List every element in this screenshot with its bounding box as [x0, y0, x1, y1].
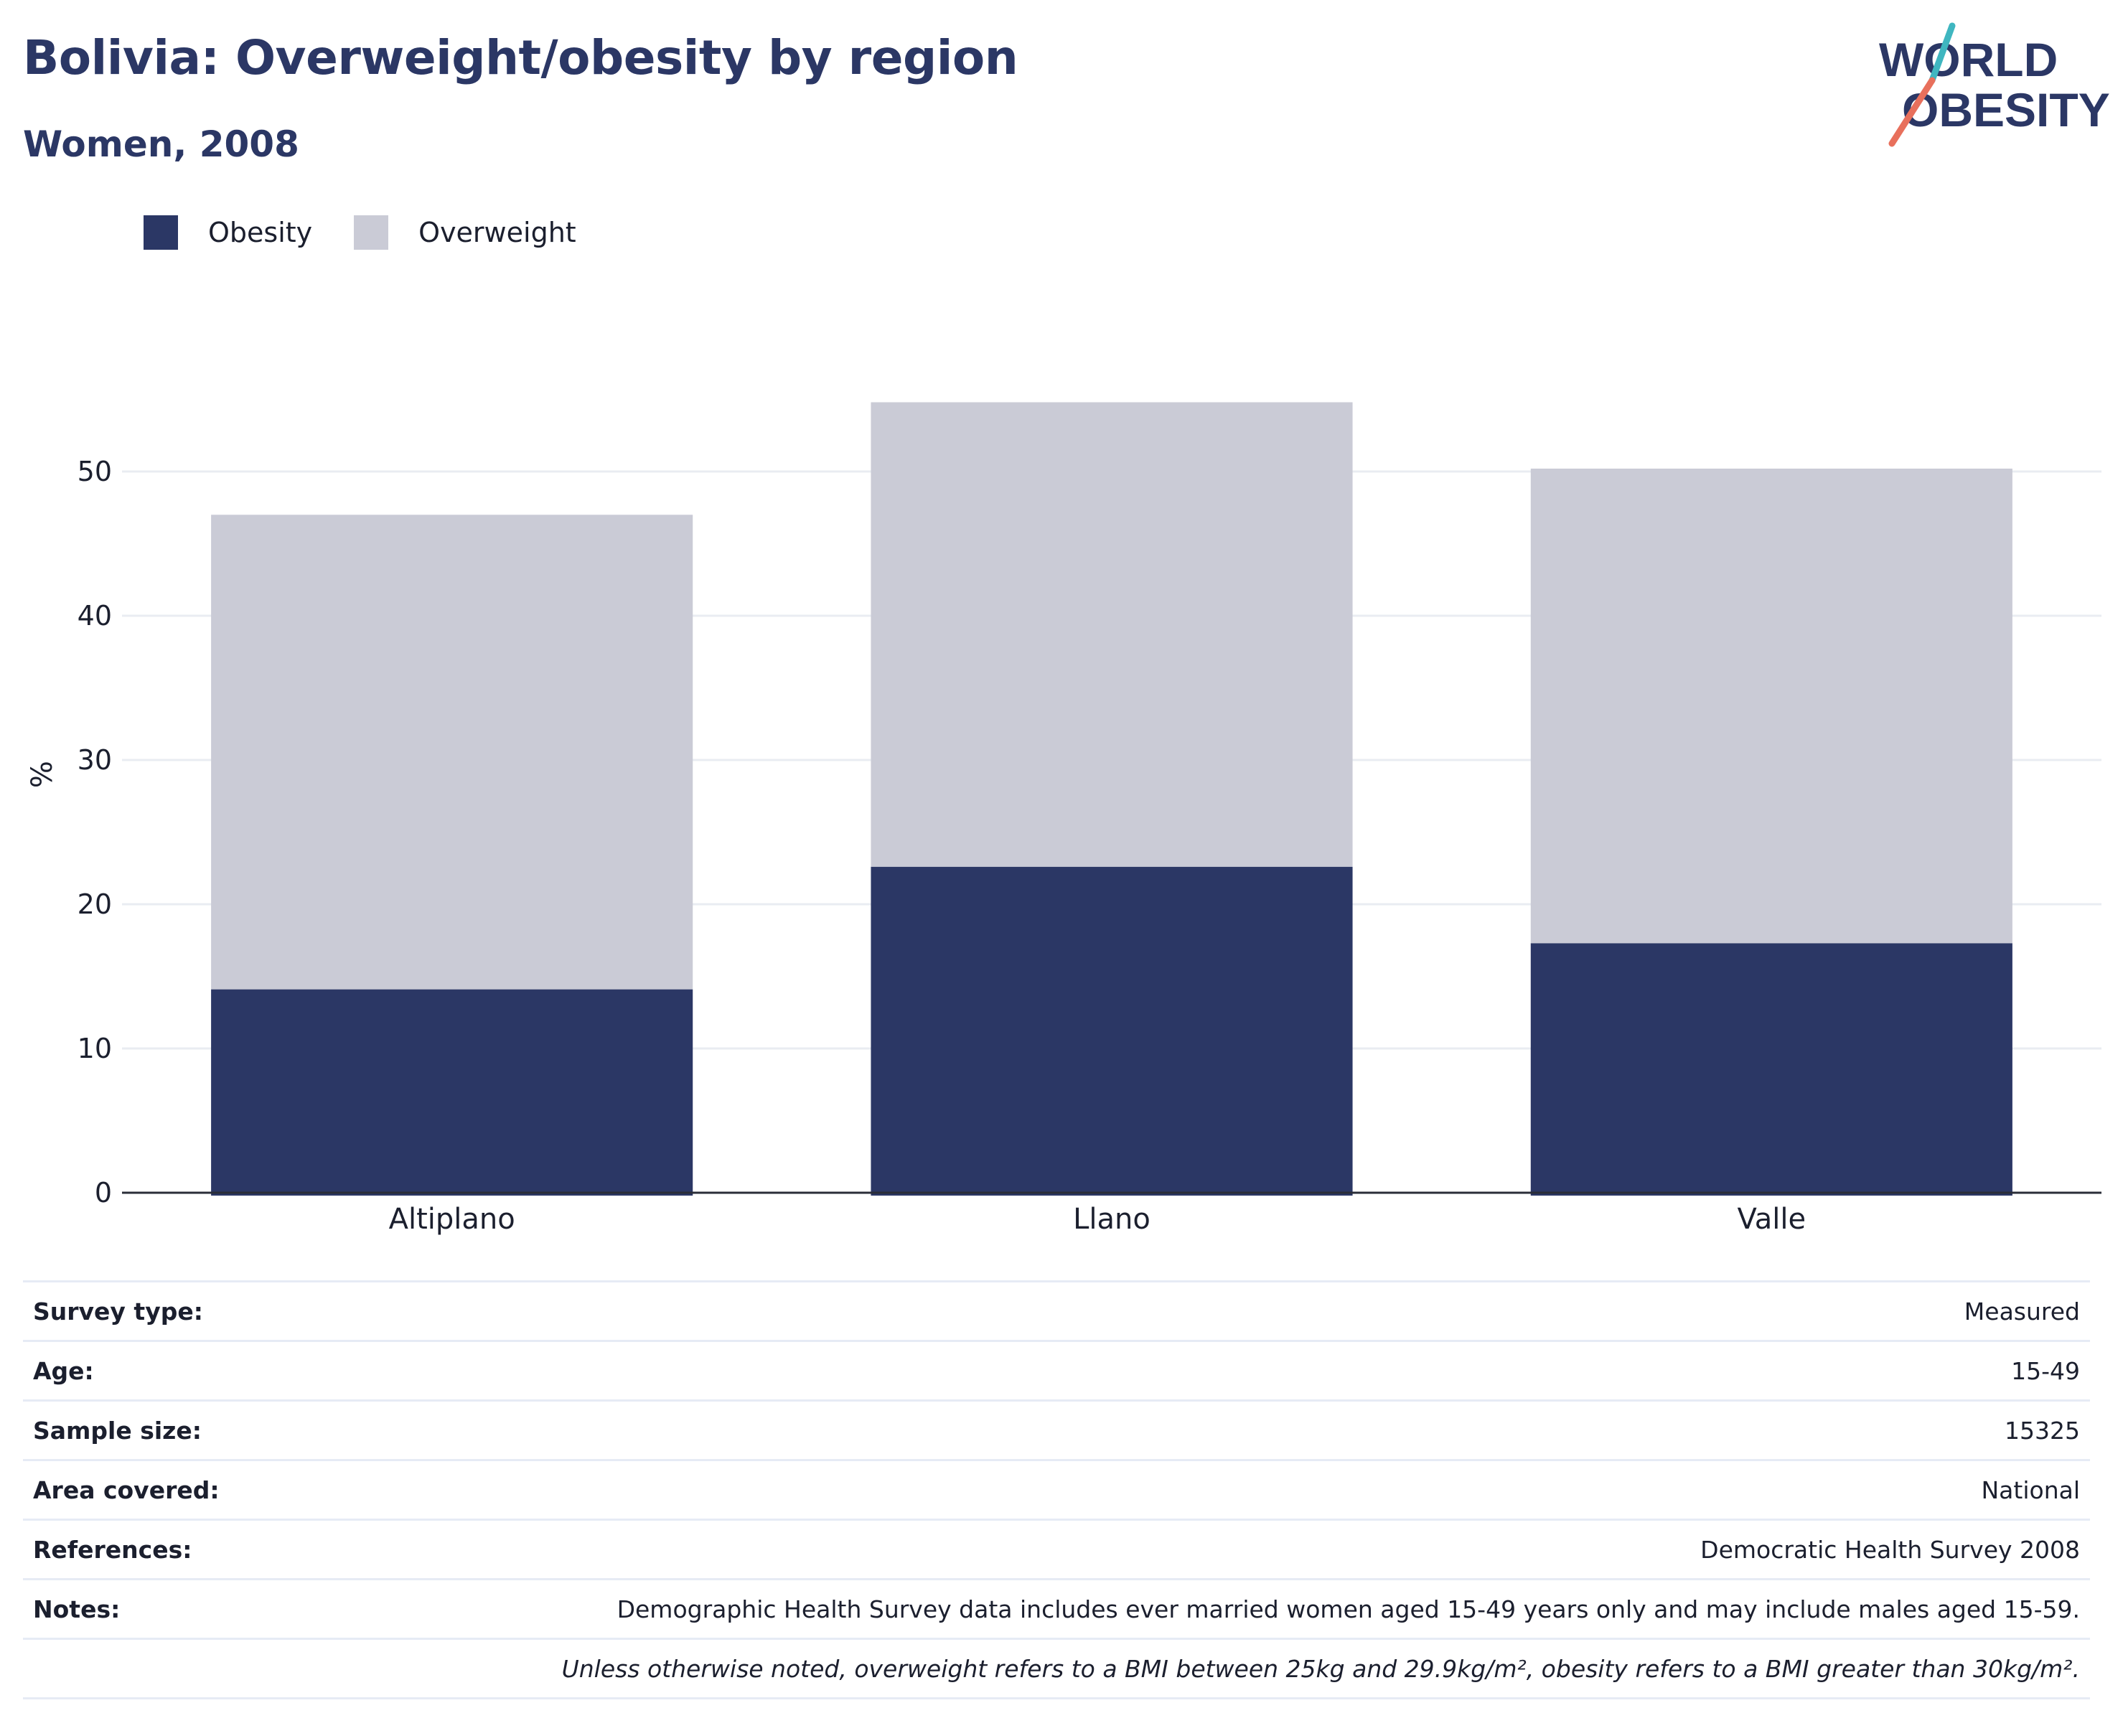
x-tick-label: Valle [1738, 1203, 1806, 1236]
chart-title: Bolivia: Overweight/obesity by region [23, 30, 1018, 85]
y-tick-label: 0 [95, 1177, 112, 1209]
info-row-footnote: Unless otherwise noted, overweight refer… [23, 1638, 2090, 1699]
info-row-notes: Notes: Demographic Health Survey data in… [23, 1579, 2090, 1640]
bar-chart: 0 10 20 30 40 50% Altiplano Llano Valle [26, 402, 2101, 1236]
legend-item-obesity[interactable]: Obesity [144, 215, 312, 250]
y-tick-label: 40 [78, 600, 112, 632]
bar-overweight-llano [871, 402, 1353, 867]
logo-text-world: WORLD [1879, 33, 2058, 86]
bar-obesity-llano [871, 866, 1353, 1196]
info-value: Democratic Health Survey 2008 [275, 1519, 2090, 1580]
logo-text-obesity: OBESITY [1902, 83, 2110, 136]
info-row-references: References: Democratic Health Survey 200… [23, 1519, 2090, 1580]
info-key: Notes: [23, 1579, 276, 1640]
chart-subtitle: Women, 2008 [23, 123, 299, 165]
y-tick-label: 30 [78, 744, 112, 776]
bmi-footnote: Unless otherwise noted, overweight refer… [23, 1638, 2090, 1699]
info-value: National [275, 1460, 2090, 1521]
info-key: Age: [23, 1341, 276, 1402]
bar-obesity-valle [1530, 943, 2012, 1196]
logo-teal-slash [1928, 22, 1956, 84]
info-row-area-covered: Area covered: National [23, 1460, 2090, 1521]
info-key: Survey type: [23, 1280, 276, 1342]
info-value: 15325 [275, 1400, 2090, 1461]
legend-swatch-overweight [354, 215, 389, 250]
legend-label-overweight: Overweight [418, 217, 576, 248]
legend-item-overweight[interactable]: Overweight [354, 215, 576, 250]
info-value: Demographic Health Survey data includes … [275, 1579, 2090, 1640]
info-key: Sample size: [23, 1400, 276, 1461]
legend-swatch-obesity [144, 215, 178, 250]
bar-obesity-altiplano [211, 989, 693, 1196]
bar-overweight-valle [1530, 468, 2012, 944]
legend-label-obesity: Obesity [208, 217, 313, 248]
x-tick-label: Llano [1073, 1203, 1150, 1236]
info-key: Area covered: [23, 1460, 276, 1521]
info-value: 15-49 [275, 1341, 2090, 1402]
y-tick-label: 50 [78, 456, 112, 487]
x-tick-label: Altiplano [389, 1203, 515, 1236]
info-row-age: Age: 15-49 [23, 1341, 2090, 1402]
world-obesity-logo: WORLD OBESITY [1879, 22, 2110, 147]
info-row-sample-size: Sample size: 15325 [23, 1400, 2090, 1461]
logo-coral-slash [1888, 77, 1936, 147]
y-tick-label: 10 [78, 1033, 112, 1064]
info-row-survey-type: Survey type: Measured [23, 1280, 2090, 1342]
survey-info-table: Survey type: Measured Age: 15-49 Sample … [23, 1280, 2090, 1699]
bar-overweight-altiplano [211, 515, 693, 990]
info-key: References: [23, 1519, 276, 1580]
info-value: Measured [275, 1280, 2090, 1342]
chart-legend: Obesity Overweight [144, 212, 618, 253]
y-axis-label: % [26, 761, 59, 788]
y-tick-label: 20 [78, 888, 112, 920]
